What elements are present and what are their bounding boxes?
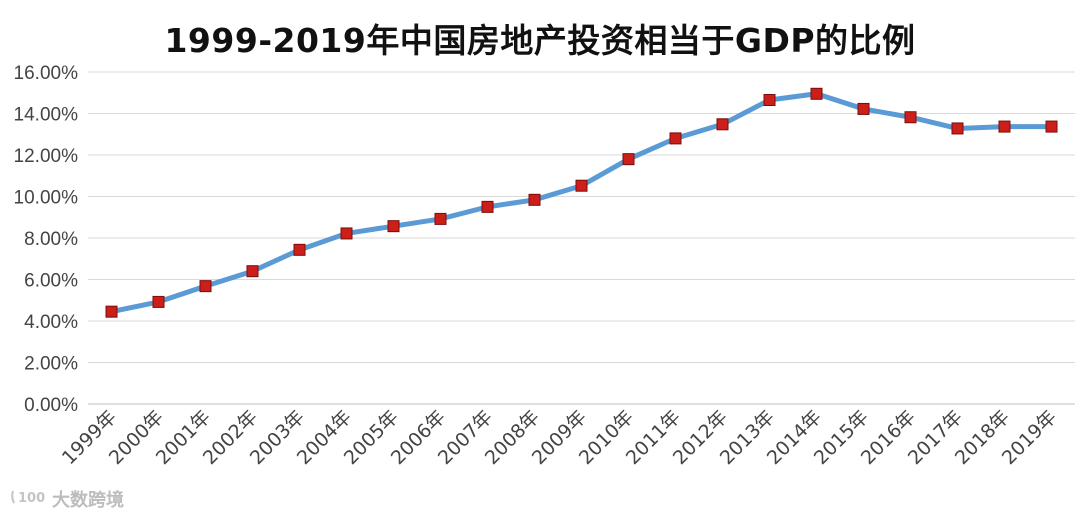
y-tick-label: 16.00% <box>14 63 79 84</box>
data-point-marker <box>528 193 541 206</box>
data-point-marker <box>904 111 917 124</box>
watermark-text: 大数跨境 <box>52 490 124 511</box>
data-point-marker <box>387 220 400 233</box>
x-axis-ticks: 1999年2000年2001年2002年2003年2004年2005年2006年… <box>58 406 1061 469</box>
data-point-marker <box>857 102 870 115</box>
data-point-marker <box>622 153 635 166</box>
data-point-marker <box>763 94 776 107</box>
data-point-marker <box>199 280 212 293</box>
data-point-marker <box>716 118 729 131</box>
data-point-marker <box>481 200 494 213</box>
logo-icon: 100 <box>10 487 46 512</box>
y-tick-label: 0.00% <box>24 395 78 416</box>
series-line-path <box>109 91 1054 315</box>
data-point-marker <box>434 212 447 225</box>
y-tick-label: 14.00% <box>14 105 79 126</box>
data-point-marker <box>246 265 259 278</box>
y-tick-label: 12.00% <box>14 146 79 167</box>
data-point-marker <box>152 295 165 308</box>
data-point-marker <box>810 87 823 100</box>
svg-text:100: 100 <box>18 491 45 506</box>
y-tick-label: 10.00% <box>14 188 79 209</box>
data-point-marker <box>575 179 588 192</box>
y-tick-label: 6.00% <box>24 271 78 292</box>
data-point-marker <box>293 243 306 256</box>
data-point-marker <box>951 122 964 135</box>
y-tick-label: 2.00% <box>24 354 78 375</box>
series-line <box>109 91 1054 315</box>
chart-title: 1999-2019年中国房地产投资相当于GDP的比例 <box>164 21 916 60</box>
data-point-marker <box>1045 120 1058 133</box>
data-point-marker <box>105 305 118 318</box>
series-markers <box>105 87 1058 318</box>
y-tick-label: 8.00% <box>24 229 78 250</box>
y-axis-ticks: 0.00% 2.00% 4.00% 6.00% 8.00% 10.00% 12.00% 14.… <box>14 63 79 416</box>
data-point-marker <box>998 120 1011 133</box>
y-tick-label: 4.00% <box>24 312 78 333</box>
data-point-marker <box>340 227 353 240</box>
watermark: 100 大数跨境 <box>10 486 124 512</box>
data-point-marker <box>669 132 682 145</box>
